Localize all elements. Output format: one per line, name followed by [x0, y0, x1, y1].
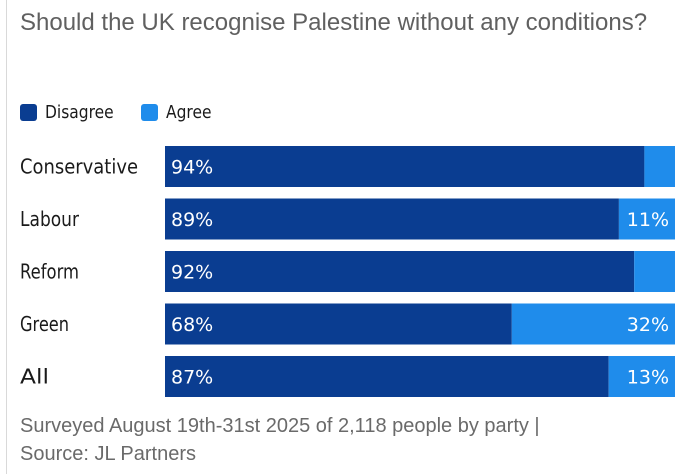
bar-agree-green: [511, 303, 675, 345]
category-label-reform: Reform: [20, 260, 79, 284]
bar-agree-labour: [618, 198, 675, 240]
legend: Disagree Agree: [20, 100, 235, 124]
bar-disagree-conservative: [165, 146, 645, 187]
bar-disagree-labour: [165, 198, 619, 240]
value-label-disagree-labour: 89%: [171, 209, 213, 231]
bar-agree-conservative: [644, 146, 675, 187]
chart-footer: Surveyed August 19th-31st 2025 of 2,118 …: [20, 412, 680, 468]
legend-item-agree: Agree: [140, 101, 219, 123]
bar-disagree-green: [165, 303, 512, 345]
legend-swatch-disagree: [20, 103, 37, 121]
category-label-conservative: Conservative: [20, 155, 138, 179]
chart-title: Should the UK recognise Palestine withou…: [20, 9, 648, 36]
value-label-agree-labour: 11%: [627, 209, 669, 231]
legend-label-disagree: Disagree: [45, 101, 114, 123]
legend-label-agree: Agree: [165, 101, 212, 123]
value-label-disagree-all: 87%: [171, 367, 213, 389]
category-label-labour: Labour: [20, 207, 80, 231]
value-label-agree-green: 32%: [627, 314, 669, 336]
bar-disagree-all: [165, 356, 609, 397]
legend-swatch-agree: [140, 103, 158, 121]
legend-item-disagree: Disagree: [20, 102, 125, 123]
category-label-green: Green: [20, 312, 69, 336]
bar-agree-reform: [634, 251, 675, 292]
value-label-disagree-reform: 92%: [171, 262, 213, 284]
value-label-agree-all: 13%: [627, 367, 669, 389]
left-border-line: [6, 0, 7, 474]
category-label-all: All: [20, 365, 49, 389]
bar-disagree-reform: [165, 251, 635, 292]
footer-source: Source: JL Partners: [20, 443, 197, 465]
value-label-disagree-green: 68%: [171, 314, 213, 336]
bar-agree-all: [608, 356, 675, 397]
value-label-disagree-conservative: 94%: [171, 157, 213, 179]
footer-survey-note: Surveyed August 19th-31st 2025 of 2,118 …: [20, 415, 540, 437]
